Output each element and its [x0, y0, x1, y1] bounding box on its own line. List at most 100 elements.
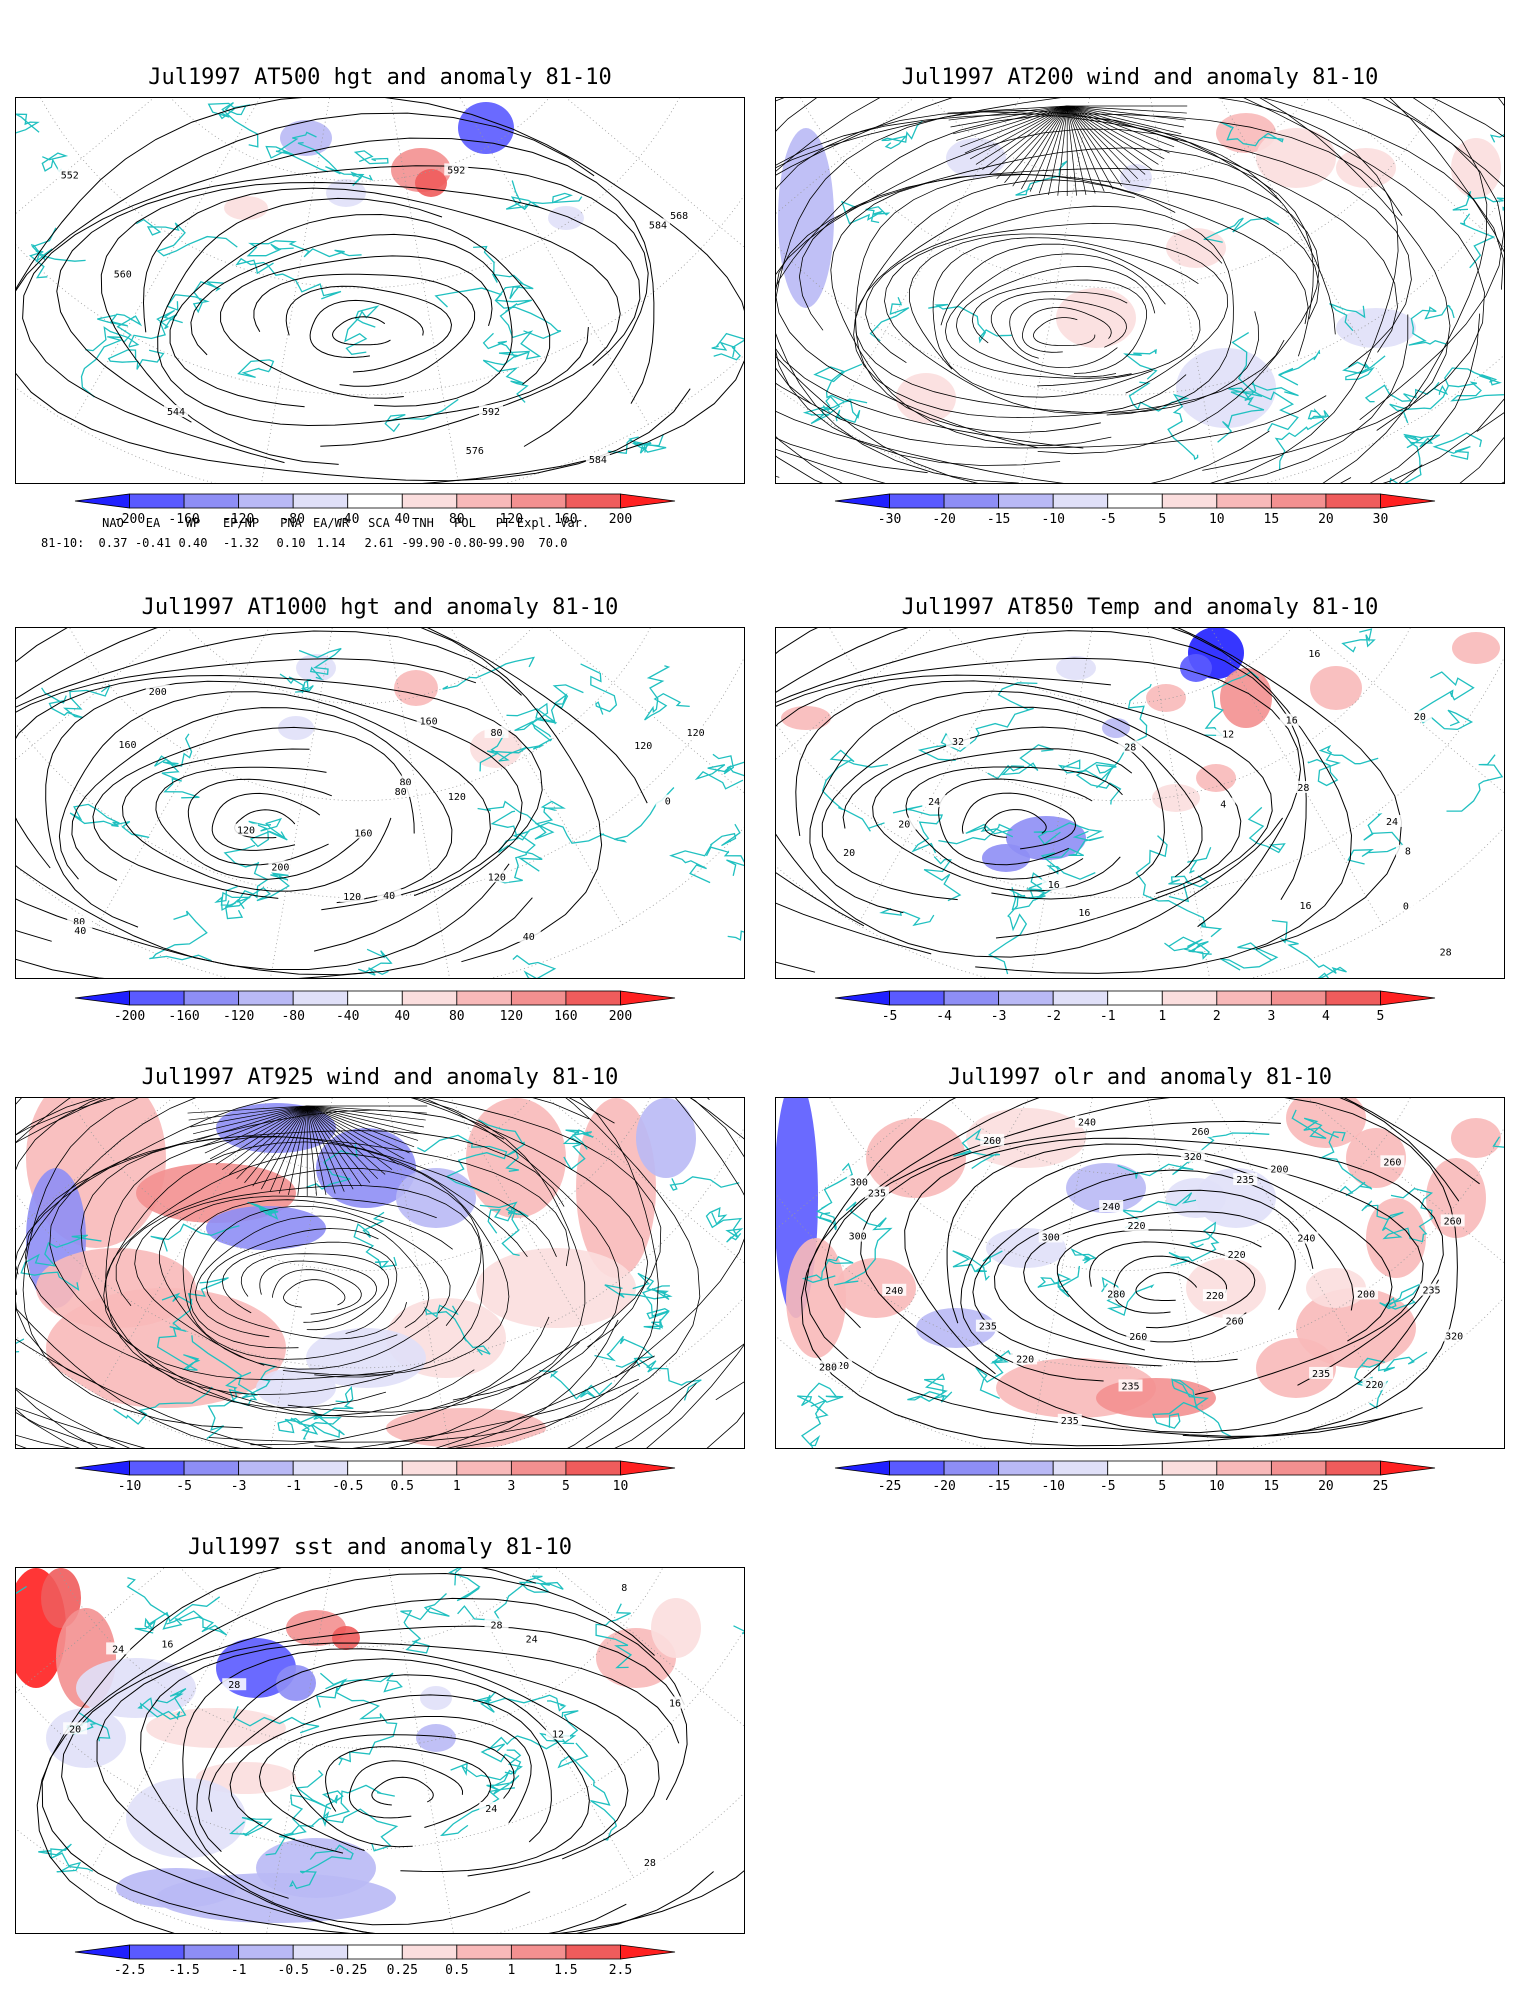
coastline-segment	[290, 1409, 345, 1438]
coastline-segment	[1364, 381, 1449, 403]
teleconnection-header: WP	[186, 516, 200, 530]
coastline-segment	[514, 684, 584, 750]
colorbar-swatch	[943, 990, 1000, 1006]
contour-label-bg	[478, 405, 503, 418]
anomaly-patch	[1346, 1128, 1406, 1188]
streamline	[975, 105, 1068, 165]
colorbar-swatch	[292, 1460, 349, 1476]
latitude-circle	[776, 195, 1504, 396]
coastline-segment	[1171, 1378, 1232, 1437]
anomaly-patch	[1166, 228, 1226, 268]
anomaly-patch	[280, 120, 332, 156]
colorbar-tick-label: -3	[231, 1479, 247, 1494]
contour-label: 120	[237, 826, 255, 837]
streamline	[259, 1260, 377, 1323]
colorbar-tick-label: 3	[507, 1479, 515, 1494]
streamline	[306, 1105, 327, 1195]
coastline-segment	[29, 227, 57, 279]
streamline	[989, 105, 1068, 175]
coastline-segment	[1341, 628, 1376, 653]
streamline	[134, 1185, 482, 1366]
anomaly-patch	[1366, 1198, 1426, 1278]
map-frame: 120 80 80 120 40 160 200 160 200 160 80 120 80 120 120…	[15, 627, 745, 979]
anomaly-patch	[1336, 308, 1416, 348]
latitude-circle	[829, 628, 1411, 802]
coastline-segment	[1075, 683, 1152, 805]
streamline	[189, 1205, 451, 1349]
contour-label: 28	[1124, 742, 1136, 753]
coastline-segment	[232, 1706, 320, 1734]
colorbar-swatch	[1107, 493, 1163, 509]
colorbar-tick-label: 120	[500, 512, 523, 527]
colorbar-tick-label: 10	[1209, 1479, 1225, 1494]
meridian	[1030, 628, 1093, 978]
contour-label: 260	[1444, 1216, 1462, 1227]
coastlines	[802, 120, 1504, 483]
colorbar-swatch	[292, 1944, 349, 1960]
contour-label-bg	[1224, 1248, 1249, 1261]
streamline	[1067, 105, 1182, 135]
map-mask	[16, 1098, 744, 1448]
coastline-segment	[869, 297, 910, 342]
teleconnection-header: PNA	[280, 516, 302, 530]
anomaly-patch	[1310, 666, 1362, 710]
contour-line	[309, 299, 424, 359]
contour-label-bg	[393, 775, 418, 788]
contour-label: 12	[1222, 729, 1234, 740]
colorbar-swatch	[889, 1460, 945, 1476]
coastline-segment	[705, 846, 744, 876]
coastline-segment	[1274, 408, 1330, 470]
panel-title: Jul1997 sst and anomaly 81-10	[187, 1535, 573, 1560]
colorbar-tick-label: -120	[223, 512, 254, 527]
coastline-segment	[1271, 919, 1347, 978]
map-frame: 16 20 20 0 4 8 24 28 32 12 16 24 28 28 20 16 16 16	[775, 627, 1505, 979]
coastline-segment	[1278, 349, 1321, 386]
contour-label-bg	[663, 1696, 688, 1709]
colorbar-swatch	[1325, 990, 1381, 1006]
contour-label: 16	[1048, 880, 1060, 891]
contour-label: 200	[149, 687, 167, 698]
contour-label-bg	[516, 929, 541, 942]
coastline-segment	[644, 665, 690, 721]
streamline	[776, 128, 1336, 449]
streamline	[200, 1105, 308, 1148]
contour-label: 16	[1299, 901, 1311, 912]
contour-label: 300	[1042, 1232, 1060, 1243]
colorbar-swatch	[1270, 990, 1327, 1006]
streamline	[306, 1105, 371, 1183]
contour-label-bg	[585, 453, 610, 466]
streamline	[944, 253, 1166, 379]
contour-label: 320	[1445, 1331, 1463, 1342]
coastline-segment	[815, 1162, 853, 1231]
contour-label: 592	[447, 165, 465, 176]
latitude-circle	[40, 98, 680, 289]
contour-label: 8	[1405, 847, 1411, 858]
contour-line	[1112, 1255, 1228, 1314]
anomaly-patch	[1256, 128, 1336, 188]
streamline	[1066, 105, 1131, 183]
coastline-segment	[1342, 355, 1386, 381]
streamline	[1066, 105, 1114, 190]
contour-line	[155, 766, 364, 880]
colorbar-swatch	[1052, 1460, 1109, 1476]
anomaly-patch	[1452, 632, 1500, 664]
coastline-segment	[892, 805, 944, 854]
anomaly-patch	[966, 1108, 1086, 1168]
contour-line	[776, 657, 1302, 928]
meridian	[16, 628, 173, 760]
colorbar-swatch	[510, 990, 567, 1006]
streamline	[307, 1105, 399, 1165]
panel-title: Jul1997 AT500 hgt and anomaly 81-10	[148, 65, 612, 90]
colorbar-tick-label: 0.5	[445, 1963, 468, 1975]
coastline-segment	[1168, 875, 1210, 903]
contour-label-bg	[816, 1360, 841, 1373]
streamline	[182, 1199, 453, 1360]
colorbar-tick-label: 3	[1267, 1009, 1275, 1024]
coastline-segment	[1015, 160, 1068, 196]
colorbar-tick-label: 160	[554, 1009, 577, 1024]
meridian	[70, 98, 261, 426]
streamline	[1066, 105, 1096, 194]
contour-line	[187, 778, 332, 866]
contour-line	[348, 1760, 464, 1819]
meridian	[1120, 628, 1504, 650]
